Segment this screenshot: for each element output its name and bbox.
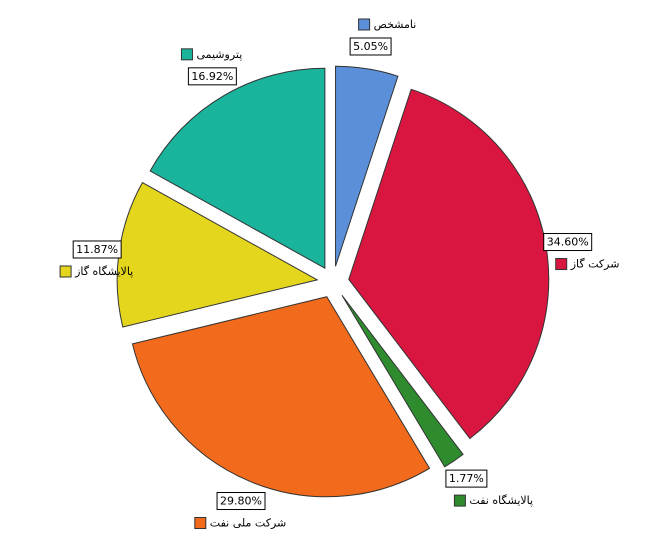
value-label: 16.92% [191,70,233,83]
legend-swatch [180,48,193,61]
legend-swatch [194,517,207,530]
legend-swatch [59,265,72,278]
legend-label: پالایشگاه گاز [74,265,133,278]
legend-swatch [555,258,568,271]
value-label: 1.77% [449,472,484,485]
legend-label: شرکت ملی نفت [210,517,286,530]
legend-label: پالایشگاه نفت [469,494,533,507]
legend-swatch [358,18,371,31]
legend-label: پتروشیمی [196,48,242,61]
pie-slice [131,296,431,498]
value-label: 11.87% [76,243,118,256]
pie-slice [149,67,326,270]
legend-swatch [453,494,466,507]
value-label: 29.80% [220,495,262,508]
legend-label: شرکت گاز [570,258,620,271]
value-label-box [349,37,392,56]
value-label-box [187,67,237,86]
value-label: 34.60% [547,236,589,249]
legend-label: نامشخص [374,18,417,31]
value-label-box [216,492,266,511]
pie-slice [341,294,464,468]
value-label-box [445,469,488,488]
pie-slice [335,65,399,267]
value-label-box [543,233,593,252]
value-label: 5.05% [353,40,388,53]
value-label-box [72,240,122,259]
